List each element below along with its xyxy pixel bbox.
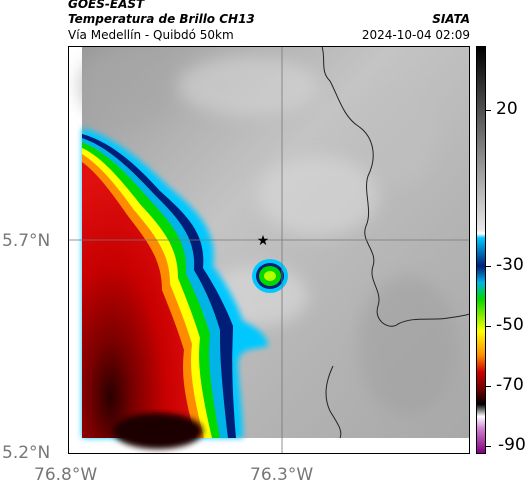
lon-label: 76.3°W	[250, 465, 314, 485]
cbar-tick	[486, 266, 491, 267]
cbar-label: -70	[496, 375, 524, 395]
map-title: GOES-EAST	[68, 0, 145, 11]
cbar-tick	[486, 326, 491, 327]
map-canvas: ★	[68, 46, 470, 454]
org-label: SIATA	[432, 12, 470, 26]
cbar-label: -90	[498, 435, 526, 455]
cbar-tick	[486, 446, 491, 447]
border-line-south	[325, 365, 342, 439]
cbar-label: -30	[496, 255, 524, 275]
lat-label: 5.7°N	[2, 231, 51, 251]
cbar-label: -50	[496, 315, 524, 335]
satellite-map: ★	[68, 46, 470, 454]
cbar-label: 20	[496, 99, 518, 119]
border-line	[321, 46, 470, 327]
timestamp-label: 2024-10-04 02:09	[361, 28, 470, 42]
location-label: Vía Medellín - Quibdó 50km	[68, 28, 234, 42]
colorbar	[476, 46, 486, 454]
star-icon: ★	[257, 233, 270, 249]
lon-label: 76.8°W	[34, 465, 98, 485]
cbar-tick	[486, 386, 491, 387]
storm-system	[82, 128, 268, 449]
cbar-tick	[486, 110, 491, 111]
lat-label: 5.2°N	[2, 443, 51, 463]
map-subtitle: Temperatura de Brillo CH13	[68, 12, 255, 26]
storm-cell	[252, 259, 288, 293]
